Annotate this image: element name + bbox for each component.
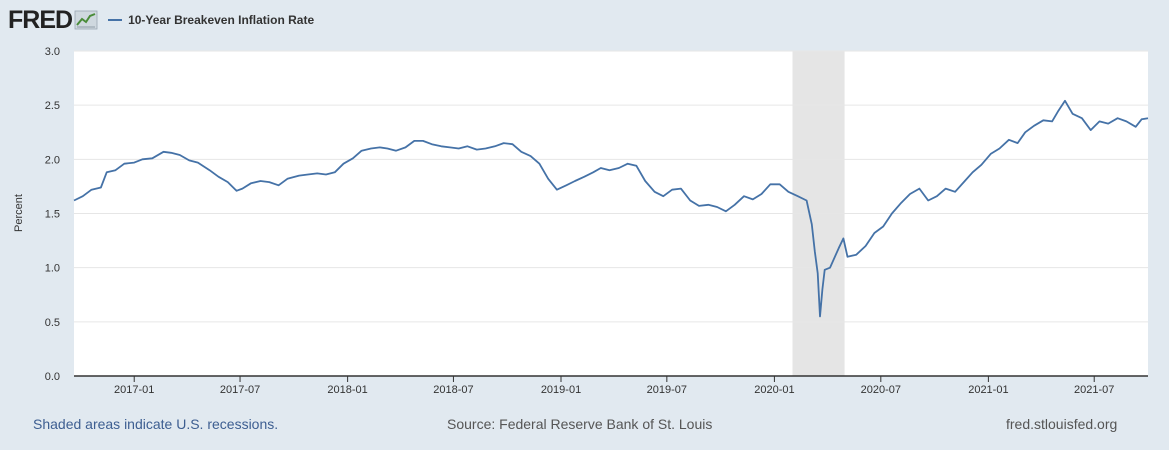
y-tick-label: 3.0: [45, 46, 60, 58]
legend: 10-Year Breakeven Inflation Rate: [108, 13, 314, 27]
x-tick-label: 2019-01: [541, 384, 581, 396]
x-tick-label: 2017-01: [114, 384, 154, 396]
recession-note[interactable]: Shaded areas indicate U.S. recessions.: [33, 416, 279, 432]
legend-label: 10-Year Breakeven Inflation Rate: [128, 13, 315, 27]
x-tick-label: 2020-01: [754, 384, 794, 396]
grid-layer: [74, 50, 1148, 377]
x-tick-label: 2020-07: [861, 384, 901, 396]
y-tick-label: 2.5: [45, 100, 60, 112]
x-tick-label: 2021-01: [968, 384, 1008, 396]
series-line[interactable]: [73, 99, 1149, 318]
x-tick-label: 2021-07: [1074, 384, 1114, 396]
source-note: Source: Federal Reserve Bank of St. Loui…: [447, 416, 713, 432]
line-chart-icon: [74, 10, 98, 30]
legend-swatch: [108, 19, 123, 21]
y-tick-label: 0.0: [45, 371, 60, 383]
y-tick-label: 2.0: [45, 154, 60, 166]
x-tick-label: 2019-07: [647, 384, 687, 396]
y-axis-label: Percent: [13, 194, 25, 232]
x-axis-ticks: 2017-01 2017-07 2018-01 2018-07 2019-01 2019-…: [114, 376, 1114, 396]
fred-logo[interactable]: FRED: [8, 5, 73, 34]
y-axis-ticks: 0.0 0.5 1.0 1.5 2.0 2.5 3.0: [45, 46, 60, 383]
x-tick-label: 2018-07: [433, 384, 473, 396]
y-tick-label: 1.5: [45, 209, 60, 221]
series-layer: [73, 99, 1149, 318]
line-chart[interactable]: 0.0 0.5 1.0 1.5 2.0 2.5 3.0 2017-01 2017-07 2018…: [0, 0, 1169, 410]
site-url[interactable]: fred.stlouisfed.org: [1006, 416, 1118, 432]
y-tick-label: 1.0: [45, 263, 60, 275]
y-tick-label: 0.5: [45, 317, 60, 329]
chart-header: FRED 10-Year Breakeven Inflation Rate: [8, 6, 314, 34]
x-tick-label: 2017-07: [220, 384, 260, 396]
x-tick-label: 2018-01: [327, 384, 367, 396]
